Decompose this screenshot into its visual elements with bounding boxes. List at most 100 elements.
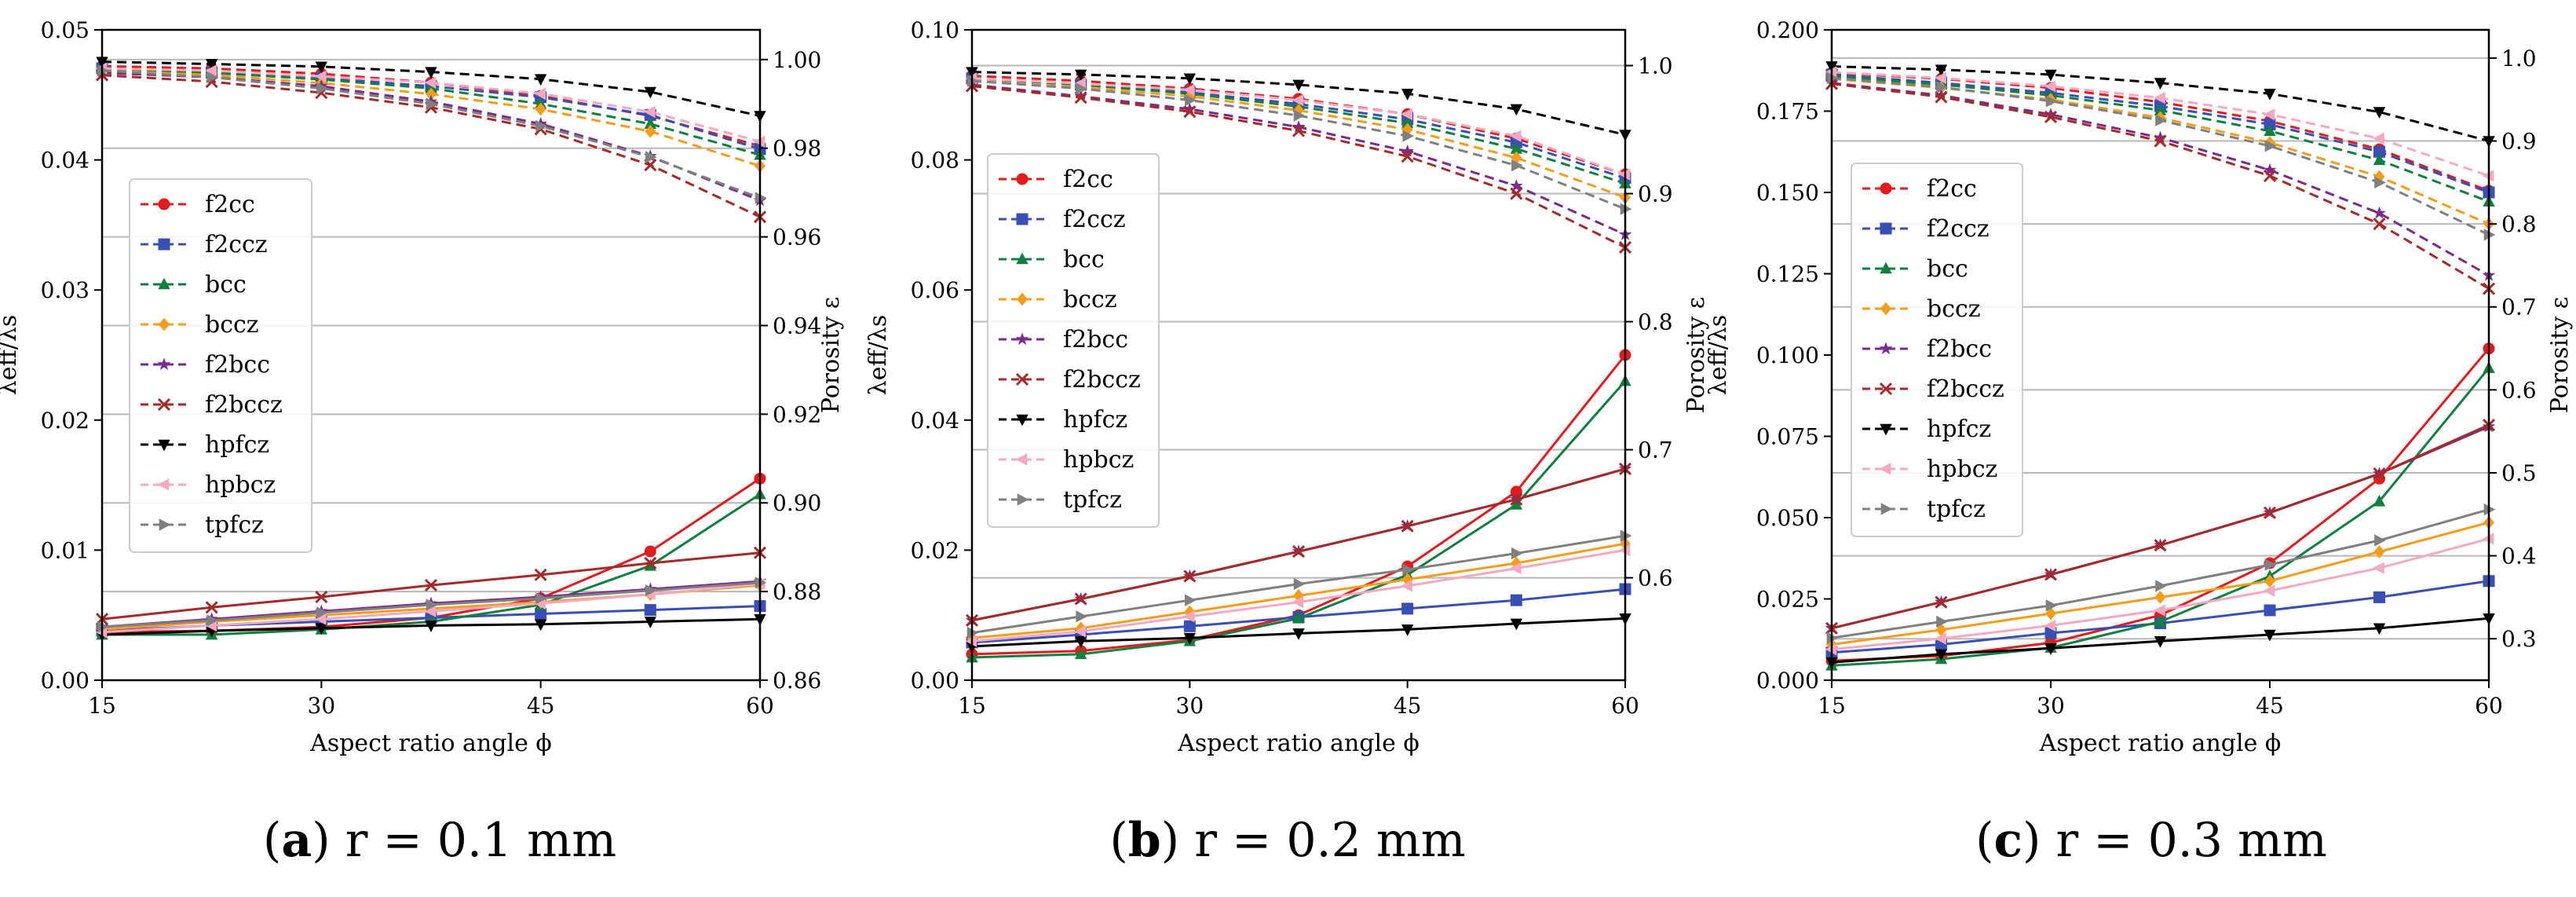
legend-entry-f2bcc: f2bcc xyxy=(999,326,1128,353)
y2-axis-label: Porosity ε xyxy=(2546,297,2574,414)
porosity-point-bccz xyxy=(426,87,437,101)
conductivity-point-bcc xyxy=(1074,647,1087,660)
legend-label: bcc xyxy=(1063,246,1105,273)
legend-marker xyxy=(158,198,170,211)
conductivity-point-tpfcz xyxy=(2045,599,2058,612)
y2-tick-label: 0.6 xyxy=(1638,566,1673,591)
y-tick-label: 0.04 xyxy=(41,148,90,174)
y-tick-label: 0.000 xyxy=(1756,668,1819,694)
porosity-point-f2bcc xyxy=(1074,89,1087,102)
panel-caption: (a) r = 0.1 mm xyxy=(263,813,616,868)
legend-marker xyxy=(1879,342,1893,355)
conductivity-point-tpfcz xyxy=(645,584,657,597)
conductivity-point-tpfcz xyxy=(206,614,219,627)
legend-entry-f2bcc: f2bcc xyxy=(1862,335,1992,363)
y2-tick-label: 0.5 xyxy=(2501,460,2537,486)
conductivity-point-hpbcz xyxy=(1182,610,1195,623)
conductivity-point-f2bccz xyxy=(315,590,328,604)
conductivity-point-bccz xyxy=(2373,545,2385,558)
porosity-point-hpbcz xyxy=(2263,108,2275,121)
y2-tick-label: 0.92 xyxy=(773,401,821,427)
porosity-point-hpfcz xyxy=(1074,69,1087,82)
conductivity-point-hpbcz xyxy=(1509,562,1522,575)
y2-tick-label: 0.86 xyxy=(773,668,821,694)
y2-tick-label: 0.98 xyxy=(773,136,821,162)
legend-marker xyxy=(158,439,170,452)
legend-marker xyxy=(1016,173,1029,185)
conductivity-point-hpfcz xyxy=(1935,649,1948,661)
legend-label: tpfcz xyxy=(205,511,264,539)
y-tick-label: 0.00 xyxy=(41,668,90,694)
x-tick-label: 60 xyxy=(2475,693,2503,719)
conductivity-point-f2bccz xyxy=(644,556,657,570)
y-tick-label: 0.100 xyxy=(1756,342,1819,368)
y2-tick-label: 0.7 xyxy=(1638,438,1673,463)
legend-marker xyxy=(1879,382,1893,396)
conductivity-point-tpfcz xyxy=(1076,610,1088,623)
legend-entry-hpbcz: hpbcz xyxy=(999,446,1134,474)
conductivity-point-hpfcz xyxy=(1074,636,1087,648)
legend-label: f2bccz xyxy=(205,391,283,419)
y2-tick-label: 0.90 xyxy=(773,490,821,516)
porosity-point-tpfcz xyxy=(2045,95,2058,108)
conductivity-point-bcc xyxy=(2373,494,2386,507)
porosity-point-hpbcz xyxy=(1182,83,1195,97)
legend-entry-hpbcz: hpbcz xyxy=(141,471,276,499)
conductivity-point-f2bccz xyxy=(534,568,547,581)
legend-label: bcc xyxy=(205,271,247,298)
x-tick-label: 30 xyxy=(308,693,336,719)
conductivity-point-hpbcz xyxy=(1401,580,1412,592)
legend: f2cc f2ccz bcc bccz f2bcc f2bccz hpfcz hpbcz tpf… xyxy=(987,153,1160,528)
conductivity-point-hpfcz xyxy=(644,617,657,628)
y-tick-label: 0.175 xyxy=(1756,99,1819,125)
porosity-point-hpfcz xyxy=(1183,73,1197,86)
y-tick-label: 0.06 xyxy=(911,277,959,303)
legend-entry-f2ccz: f2ccz xyxy=(1862,215,1990,243)
panel-caption: (c) r = 0.3 mm xyxy=(1975,813,2327,868)
conductivity-point-tpfcz xyxy=(1511,547,1523,560)
porosity-point-f2bcc xyxy=(1401,145,1414,157)
legend-label: f2bcc xyxy=(205,351,270,379)
x-tick-label: 45 xyxy=(1394,693,1422,719)
porosity-point-hpfcz xyxy=(534,74,547,86)
y2-tick-label: 0.8 xyxy=(2501,211,2537,237)
porosity-point-hpbcz xyxy=(643,105,656,119)
conductivity-point-f2bccz xyxy=(1510,492,1523,506)
porosity-point-hpfcz xyxy=(2044,69,2057,82)
porosity-point-tpfcz xyxy=(1402,130,1415,142)
conductivity-point-hpbcz xyxy=(2044,619,2056,632)
conductivity-point-f2bccz xyxy=(2044,568,2058,581)
y-tick-label: 0.08 xyxy=(911,148,959,174)
porosity-point-hpfcz xyxy=(425,67,437,79)
conductivity-point-hpbcz xyxy=(2263,584,2275,597)
legend-entry-f2cc: f2cc xyxy=(141,191,255,218)
conductivity-point-f2bccz xyxy=(2154,539,2167,552)
conductivity-point-tpfcz xyxy=(1936,615,1948,628)
conductivity-point-hpbcz xyxy=(1935,632,1946,645)
y2-tick-label: 0.7 xyxy=(2501,295,2537,320)
legend-box xyxy=(1851,163,2023,537)
porosity-point-hpbcz xyxy=(1292,93,1304,107)
series-tpfcz xyxy=(1826,71,2496,644)
y2-tick-label: 0.9 xyxy=(1638,181,1673,207)
porosity-point-hpfcz xyxy=(1292,79,1305,92)
legend-entry-f2bccz: f2bccz xyxy=(141,391,283,419)
porosity-point-f2bccz xyxy=(2373,218,2386,231)
legend-label: bccz xyxy=(1063,286,1117,313)
y2-axis-label: Porosity ε xyxy=(817,297,845,414)
caption-text: r = 0.3 mm xyxy=(2056,813,2327,868)
conductivity-point-f2bccz xyxy=(1183,569,1197,583)
series-hpbcz xyxy=(1825,66,2494,656)
porosity-point-tpfcz xyxy=(426,97,438,110)
legend-label: hpfcz xyxy=(205,431,269,459)
y-tick-label: 0.05 xyxy=(41,17,90,43)
y-tick-label: 0.075 xyxy=(1756,424,1819,450)
porosity-point-bcc xyxy=(2264,124,2276,137)
conductivity-point-f2ccz xyxy=(644,604,656,617)
legend-label: f2bcc xyxy=(1063,326,1128,353)
y-tick-label: 0.04 xyxy=(911,408,959,434)
legend-marker xyxy=(1880,503,1893,515)
legend-label: f2cc xyxy=(1063,166,1113,193)
legend-entry-f2bcc: f2bcc xyxy=(141,351,270,379)
chart-panel-a: 15 30 45 60 0.00 0.01 0.02 0.03 0.04 0.05 0.86 0.88… xyxy=(0,17,845,868)
